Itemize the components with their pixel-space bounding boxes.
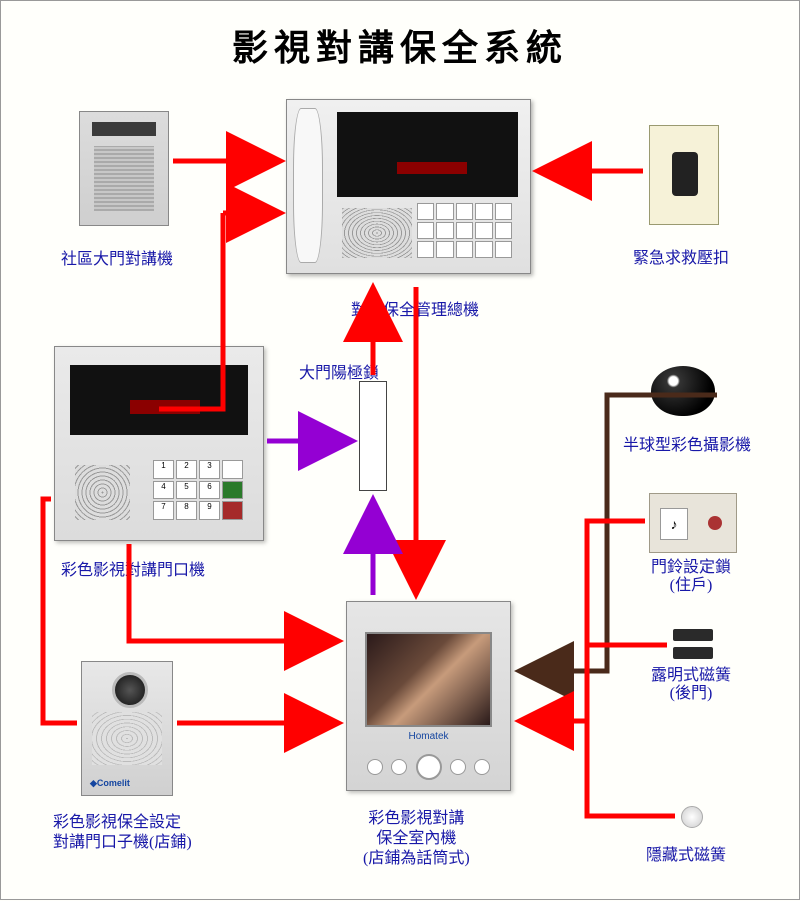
- label-indoor-monitor: 彩色影視對講 保全室內機 (店鋪為話筒式): [363, 809, 470, 869]
- label-doorbell-lock: 門鈴設定鎖(住戶): [651, 559, 731, 595]
- label-store-station: 彩色影視保全設定對講門口子機(店鋪): [53, 813, 192, 853]
- device-community-intercom: [79, 111, 169, 226]
- label-anode-lock: 大門陽極鎖: [299, 359, 379, 383]
- device-mag-surface: [673, 629, 713, 665]
- label-emergency-button: 緊急求救壓扣: [633, 244, 729, 268]
- label-mag-hidden: 隱藏式磁簧: [646, 841, 726, 865]
- label-main-console: 對講保全管理總機: [351, 296, 479, 320]
- label-community-intercom: 社區大門對講機: [61, 245, 173, 269]
- device-main-console: [286, 99, 531, 274]
- label-mag-surface: 露明式磁簧(後門): [651, 667, 731, 703]
- device-doorbell-lock: [649, 493, 737, 553]
- device-indoor-monitor: Homatek: [346, 601, 511, 791]
- device-anode-lock: [359, 381, 387, 491]
- label-dome-camera: 半球型彩色攝影機: [623, 431, 751, 455]
- device-emergency-button: [649, 125, 719, 225]
- label-outdoor-station: 彩色影視對講門口機: [61, 556, 205, 580]
- device-store-station: ◆Comelit: [81, 661, 173, 796]
- device-outdoor-station: 123456789: [54, 346, 264, 541]
- device-dome-camera: [651, 366, 715, 416]
- device-mag-hidden: [681, 806, 703, 828]
- page-title: 影視對講保全系統: [1, 1, 799, 71]
